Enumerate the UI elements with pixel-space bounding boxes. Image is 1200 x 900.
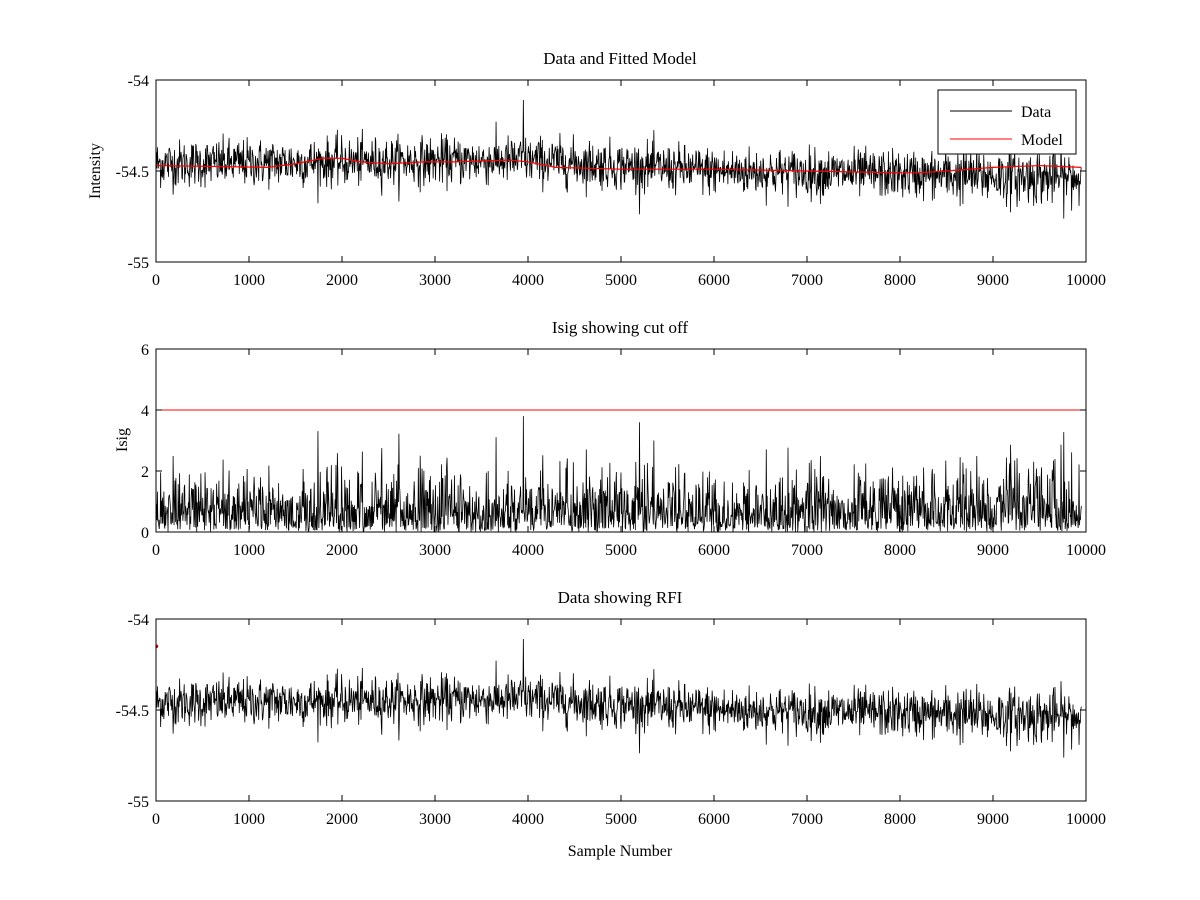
x-tick-label: 0: [152, 811, 160, 828]
panel-3-xlabel: Sample Number: [568, 843, 673, 860]
x-tick-label: 8000: [884, 811, 916, 828]
x-tick-label: 3000: [419, 542, 451, 559]
y-tick-label: 0: [141, 525, 149, 542]
panel-isig: Isig showing cut off Isig 0 1000 2000 3000 4…: [114, 318, 1106, 559]
y-tick-label: -55: [128, 794, 149, 811]
y-tick-label: -54: [128, 612, 149, 629]
y-tick-label: -54.5: [116, 703, 149, 720]
panel-1-plot-area: [156, 100, 1082, 219]
x-tick-label: 5000: [605, 272, 637, 289]
series-isig-line: [156, 416, 1082, 532]
panel-2-plot-area: [156, 409, 1086, 532]
x-tick-label: 6000: [698, 811, 730, 828]
x-tick-label: 1000: [233, 272, 265, 289]
legend-model-label: Model: [1021, 132, 1063, 149]
panel-2-axes-box: [155, 348, 1087, 533]
y-tick-label: 4: [141, 403, 149, 420]
x-tick-label: 10000: [1066, 811, 1106, 828]
panel-2-title: Isig showing cut off: [552, 318, 688, 337]
panel-2-ticks: 0 1000 2000 3000 4000 5000 6000 7000 8000 9000 100…: [141, 342, 1106, 559]
x-tick-label: 1000: [233, 542, 265, 559]
series-data-line: [156, 639, 1082, 758]
x-tick-label: 4000: [512, 811, 544, 828]
panel-1-axes-box: [155, 79, 1087, 263]
legend-box: [937, 89, 1077, 155]
panel-1-ticks: 0 1000 2000 3000 4000 5000 6000 7000 8000 9000 100…: [116, 73, 1106, 289]
panel-3-axes-box: [155, 618, 1087, 802]
panel-3-title: Data showing RFI: [558, 588, 683, 607]
x-tick-label: 6000: [698, 272, 730, 289]
legend: Data Model: [937, 89, 1077, 155]
x-tick-label: 10000: [1066, 272, 1106, 289]
y-tick-label: 2: [141, 464, 149, 481]
x-tick-label: 5000: [605, 542, 637, 559]
x-tick-label: 0: [152, 542, 160, 559]
x-tick-label: 2000: [326, 542, 358, 559]
x-tick-label: 2000: [326, 272, 358, 289]
x-tick-label: 2000: [326, 811, 358, 828]
y-tick-label: -55: [128, 255, 149, 272]
x-tick-label: 8000: [884, 272, 916, 289]
series-data-line: [156, 100, 1082, 219]
x-tick-label: 9000: [977, 272, 1009, 289]
panel-data-and-model: Data and Fitted Model Intensity 0 1000 200…: [87, 49, 1106, 289]
x-tick-label: 7000: [791, 272, 823, 289]
panel-1-title: Data and Fitted Model: [543, 49, 697, 68]
x-tick-label: 1000: [233, 811, 265, 828]
panel-3-plot-area: [156, 639, 1082, 758]
x-tick-label: 9000: [977, 811, 1009, 828]
y-tick-label: 6: [141, 342, 149, 359]
panel-1-ylabel: Intensity: [87, 143, 104, 199]
legend-data-label: Data: [1021, 104, 1051, 121]
x-tick-label: 10000: [1066, 542, 1106, 559]
rfi-point: [156, 644, 159, 649]
x-tick-label: 0: [152, 272, 160, 289]
x-tick-label: 8000: [884, 542, 916, 559]
x-tick-label: 9000: [977, 542, 1009, 559]
panel-2-ylabel: Isig: [114, 428, 131, 452]
x-tick-label: 7000: [791, 811, 823, 828]
x-tick-label: 3000: [419, 272, 451, 289]
y-tick-label: -54.5: [116, 164, 149, 181]
series-model-line: [156, 157, 1082, 174]
x-tick-label: 7000: [791, 542, 823, 559]
x-tick-label: 4000: [512, 542, 544, 559]
x-tick-label: 4000: [512, 272, 544, 289]
x-tick-label: 6000: [698, 542, 730, 559]
y-tick-label: -54: [128, 73, 149, 90]
panel-rfi: Data showing RFI Sample Number 0 1000 2000…: [116, 588, 1106, 860]
x-tick-label: 5000: [605, 811, 637, 828]
x-tick-label: 3000: [419, 811, 451, 828]
